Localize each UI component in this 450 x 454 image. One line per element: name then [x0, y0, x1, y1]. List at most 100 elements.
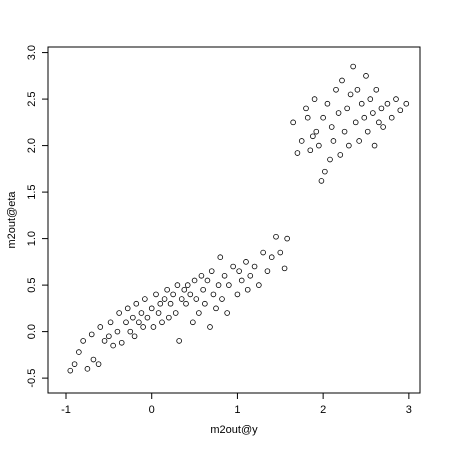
point — [150, 324, 157, 330]
point — [127, 328, 134, 335]
point — [356, 138, 362, 144]
point — [318, 178, 325, 184]
y-tick-label: 0.5 — [26, 277, 38, 292]
point — [352, 119, 359, 126]
point — [234, 291, 241, 298]
y-tick-label: 1.5 — [26, 184, 38, 199]
point — [174, 282, 181, 288]
point — [207, 324, 213, 330]
y-axis-label: m2out@eta — [6, 191, 18, 249]
point — [370, 110, 376, 116]
x-tick-label: 2 — [320, 404, 326, 416]
point — [294, 150, 301, 156]
point — [196, 310, 202, 316]
point — [313, 128, 320, 135]
point — [397, 107, 404, 114]
point — [84, 366, 91, 372]
point — [219, 296, 225, 302]
point — [97, 324, 104, 330]
point — [183, 300, 189, 307]
point — [230, 263, 236, 270]
point — [364, 128, 371, 135]
point — [213, 305, 219, 312]
point — [76, 349, 82, 355]
point — [310, 133, 316, 140]
point — [367, 96, 374, 102]
point — [393, 96, 399, 102]
x-tick-label: 0 — [149, 404, 155, 416]
point — [204, 277, 211, 284]
point — [322, 168, 328, 175]
x-tick-label: -1 — [61, 404, 71, 416]
point — [133, 300, 140, 307]
point — [330, 138, 337, 144]
point — [373, 86, 380, 93]
point — [378, 105, 385, 112]
point — [341, 128, 348, 135]
point — [161, 296, 168, 302]
x-tick-label: 3 — [406, 404, 412, 416]
point — [217, 254, 224, 261]
point — [344, 105, 350, 112]
point — [159, 319, 165, 326]
point — [346, 142, 352, 149]
point — [208, 268, 215, 274]
point — [277, 249, 284, 256]
point — [124, 305, 131, 312]
point — [190, 319, 196, 326]
point — [303, 105, 309, 112]
point — [166, 314, 172, 321]
y-tick-label: 0.0 — [26, 324, 38, 339]
point — [333, 86, 339, 93]
point — [157, 300, 164, 307]
point — [202, 300, 208, 307]
point — [176, 338, 182, 344]
point — [138, 310, 145, 316]
point — [238, 277, 245, 284]
y-tick-label: -0.5 — [26, 369, 38, 388]
point — [167, 300, 174, 307]
plot-box — [47, 46, 421, 394]
point — [260, 249, 266, 256]
point — [164, 286, 170, 293]
point — [307, 147, 314, 154]
point — [148, 305, 155, 312]
point — [88, 331, 95, 338]
point — [354, 86, 361, 93]
point — [153, 291, 159, 298]
point — [388, 114, 395, 121]
point — [247, 273, 254, 279]
point — [80, 338, 86, 344]
point — [316, 142, 322, 149]
point — [268, 254, 275, 261]
point — [198, 273, 205, 279]
point — [172, 310, 179, 316]
point — [116, 310, 122, 316]
point — [264, 268, 271, 274]
point — [110, 342, 116, 349]
point — [384, 100, 391, 107]
point — [304, 114, 311, 121]
point — [178, 296, 185, 302]
point — [106, 333, 112, 340]
point — [123, 319, 129, 326]
point — [142, 296, 148, 302]
point — [101, 338, 108, 344]
point — [358, 100, 365, 107]
point — [298, 138, 305, 144]
point — [236, 268, 242, 274]
point — [215, 282, 222, 288]
point — [371, 142, 378, 149]
point — [114, 328, 121, 335]
point — [256, 282, 262, 288]
point — [155, 310, 162, 316]
point — [187, 291, 194, 298]
point — [130, 314, 136, 321]
point — [224, 310, 230, 316]
point — [136, 319, 142, 326]
point — [284, 235, 290, 242]
point — [324, 100, 331, 107]
point — [327, 156, 333, 163]
point — [107, 319, 114, 326]
point — [339, 77, 345, 84]
